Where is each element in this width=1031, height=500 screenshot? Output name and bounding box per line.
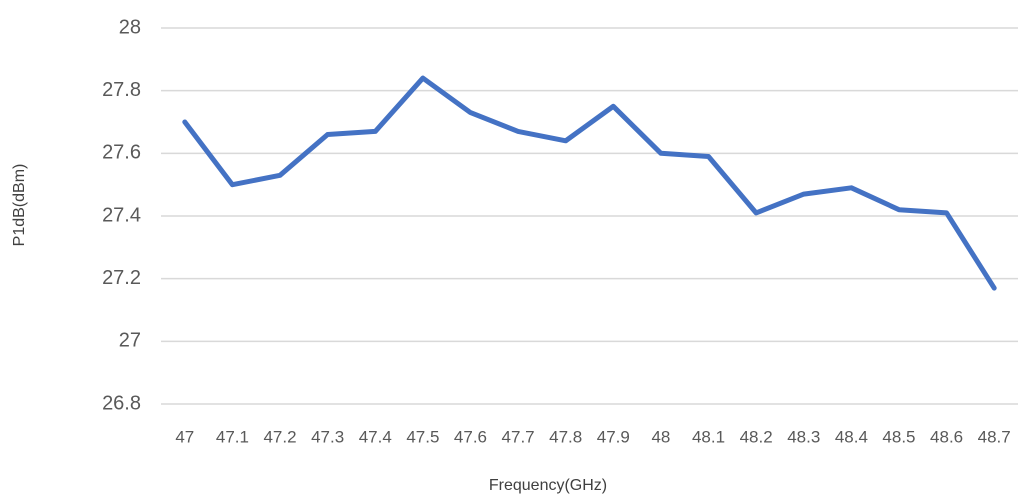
x-tick-label: 47.1: [216, 427, 249, 446]
x-tick-label: 47: [175, 427, 194, 446]
y-tick-label: 27.2: [102, 267, 141, 289]
x-tick-label: 48.7: [978, 427, 1011, 446]
y-tick-label: 27: [119, 330, 141, 352]
x-tick-label: 47.3: [311, 427, 344, 446]
x-tick-label: 47.2: [263, 427, 296, 446]
y-tick-label: 27.6: [102, 142, 141, 164]
x-tick-label: 48.6: [930, 427, 963, 446]
x-tick-label: 47.7: [502, 427, 535, 446]
x-tick-label: 48.1: [692, 427, 725, 446]
x-tick-label: 48: [651, 427, 670, 446]
x-tick-label: 47.9: [597, 427, 630, 446]
y-tick-label: 27.4: [102, 204, 141, 226]
x-tick-label: 48.3: [787, 427, 820, 446]
x-tick-label: 48.5: [882, 427, 915, 446]
y-tick-label: 27.8: [102, 79, 141, 101]
x-tick-label: 47.5: [406, 427, 439, 446]
y-tick-label: 28: [119, 16, 141, 38]
x-tick-label: 47.8: [549, 427, 582, 446]
y-axis-title: P1dB(dBm): [11, 164, 28, 247]
y-tick-label: 26.8: [102, 392, 141, 414]
x-tick-label: 47.4: [359, 427, 392, 446]
x-tick-label: 48.2: [740, 427, 773, 446]
x-tick-label: 47.6: [454, 427, 487, 446]
data-line: [182, 75, 997, 291]
x-axis-title: Frequency(GHz): [489, 477, 607, 494]
x-tick-label: 48.4: [835, 427, 868, 446]
